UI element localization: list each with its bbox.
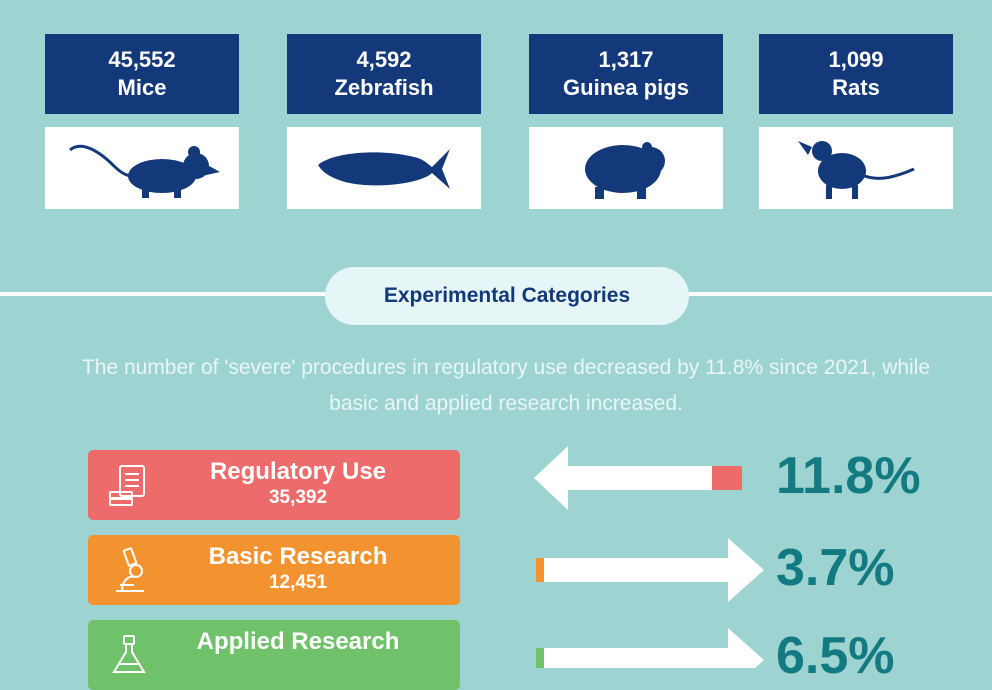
species-count: 1,099	[828, 47, 884, 72]
category-count: 12,451	[268, 572, 328, 593]
increase-arrow	[536, 538, 764, 602]
species-name: Guinea pigs	[563, 75, 689, 100]
document-stack-icon	[106, 462, 152, 508]
percent-change: 3.7%	[776, 539, 895, 597]
category-basic-research: Basic Research 12,451	[88, 535, 460, 605]
guinea-pig-icon	[529, 127, 723, 209]
category-name: Basic Research	[208, 543, 388, 570]
section-title-text: Experimental Categories	[383, 284, 631, 307]
species-label-box: 1,317 Guinea pigs	[529, 34, 723, 114]
flask-icon	[106, 632, 152, 678]
rat-icon	[759, 127, 953, 209]
species-label-box: 1,099 Rats	[759, 34, 953, 114]
category-name: Regulatory Use	[209, 458, 387, 485]
category-count: 35,392	[268, 487, 328, 508]
species-count: 1,317	[598, 47, 654, 72]
species-name: Mice	[117, 75, 167, 100]
decrease-arrow	[534, 446, 742, 510]
species-count: 4,592	[356, 47, 412, 72]
mouse-icon	[45, 127, 239, 209]
zebrafish-icon	[287, 127, 481, 209]
category-applied-research: Applied Research	[88, 620, 460, 690]
species-name: Zebrafish	[334, 75, 434, 100]
section-description: The number of 'severe' procedures in reg…	[81, 356, 931, 415]
increase-arrow	[536, 628, 764, 668]
microscope-icon	[106, 547, 152, 593]
percent-change: 11.8%	[776, 447, 921, 505]
species-count: 45,552	[108, 47, 176, 72]
category-name: Applied Research	[196, 628, 400, 655]
species-name: Rats	[832, 75, 880, 100]
species-label-box: 45,552 Mice	[45, 34, 239, 114]
percent-change: 6.5%	[776, 627, 895, 685]
section-title: Experimental Categories	[325, 267, 689, 325]
category-regulatory-use: Regulatory Use 35,392	[88, 450, 460, 520]
species-label-box: 4,592 Zebrafish	[287, 34, 481, 114]
